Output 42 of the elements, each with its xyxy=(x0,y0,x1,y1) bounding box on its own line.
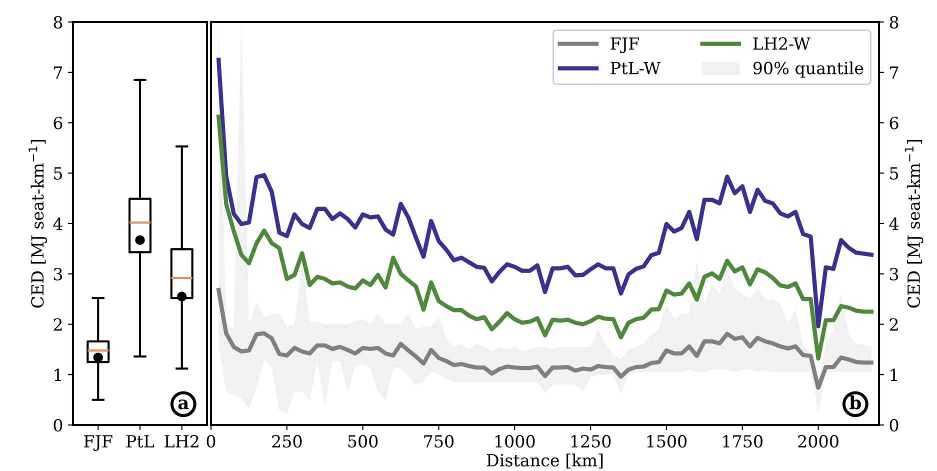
x-axis-title: Distance [km] xyxy=(486,454,603,468)
x-tick-label: 0 xyxy=(206,435,216,448)
x-tick-label: 750 xyxy=(424,435,454,448)
x-tick-label: 1750 xyxy=(723,435,762,448)
legend-label: LH2-W xyxy=(753,37,810,50)
x-tick-label: 1250 xyxy=(571,435,611,448)
x-tick-label: FJF xyxy=(84,435,112,451)
line-series xyxy=(216,58,874,328)
y-tick-label: 0 xyxy=(890,418,898,432)
annotation: a xyxy=(178,400,189,410)
y-tick-label: 3 xyxy=(54,268,62,280)
annotation: 90% quantile xyxy=(753,61,864,78)
x-tick-label: 1000 xyxy=(495,435,535,448)
y-tick-label: 6 xyxy=(54,116,62,130)
y-tick-label: 4 xyxy=(889,217,898,230)
y-tick-label: 7 xyxy=(890,66,898,79)
y-tick-label: 8 xyxy=(890,16,898,29)
x-tick-label: 500 xyxy=(348,435,378,448)
x-tick-label: 2000 xyxy=(798,435,838,448)
y-tick-label: 4 xyxy=(53,217,62,230)
y-tick-label: 5 xyxy=(890,167,898,180)
y-tick-label: 3 xyxy=(890,268,898,280)
y-tick-label: 6 xyxy=(890,116,898,130)
y-axis-title: CED [MJ seat-km$^{−1}$] xyxy=(904,140,924,308)
x-tick-label: LH2 xyxy=(164,435,198,448)
y-tick-label: 8 xyxy=(54,16,62,29)
x-tick-label: 1500 xyxy=(647,435,687,448)
line-series xyxy=(216,114,874,361)
y-axis-title: CED [MJ seat-km$^{−1}$] xyxy=(28,140,47,308)
y-tick-label: 5 xyxy=(54,167,62,180)
legend-label: FJF xyxy=(610,38,639,54)
legend-label: PtL-W xyxy=(610,62,661,74)
y-tick-label: 0 xyxy=(54,418,62,432)
y-tick-label: 2 xyxy=(890,318,898,331)
y-tick-label: 7 xyxy=(54,66,62,79)
y-tick-label: 2 xyxy=(54,318,62,331)
x-tick-label: PtL xyxy=(126,435,154,448)
y-tick-label: 1 xyxy=(54,368,61,381)
y-tick-label: 1 xyxy=(890,368,897,381)
annotation: b xyxy=(849,395,861,410)
line-series xyxy=(216,288,874,390)
x-tick-label: 250 xyxy=(272,435,302,448)
